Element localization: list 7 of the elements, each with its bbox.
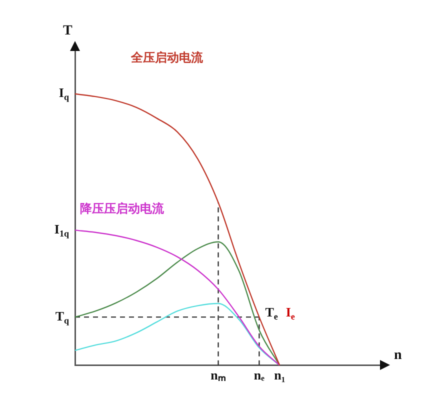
text: 全压启动电流 — [130, 50, 204, 64]
x-tick-label: nₑ — [254, 368, 266, 383]
x-tick-label: n₁ — [274, 368, 286, 383]
x-axis-title: n — [394, 348, 402, 364]
y-axis-title: T — [63, 24, 73, 39]
series-label: 降压压启动电流 — [80, 202, 165, 216]
x-tick-label: nₘ — [210, 368, 226, 383]
